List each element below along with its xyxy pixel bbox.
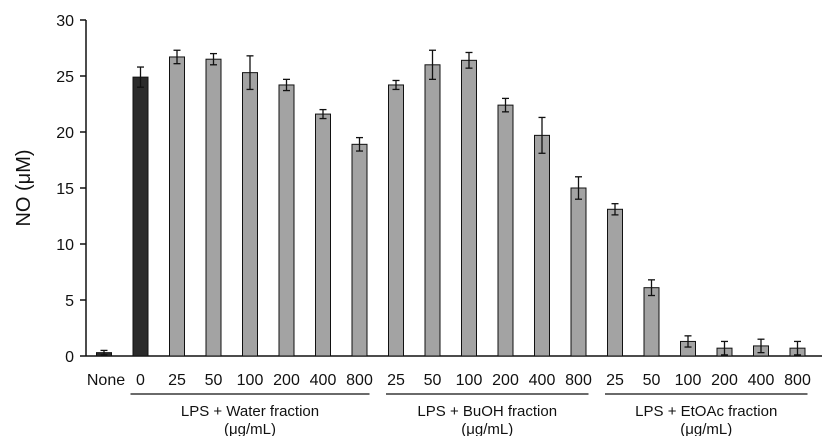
bar — [315, 113, 331, 357]
y-tick-label: 0 — [65, 349, 74, 366]
x-tick-label: 50 — [424, 372, 442, 389]
x-tick-label: 400 — [748, 372, 775, 389]
group-unit-label: (μg/mL) — [461, 421, 513, 436]
bar — [242, 72, 258, 357]
bar — [278, 84, 295, 357]
y-tick-label: 30 — [56, 13, 74, 30]
group-unit-label: (μg/mL) — [680, 421, 732, 436]
bar — [169, 56, 185, 357]
y-tick-label: 10 — [56, 237, 74, 254]
y-tick-label: 15 — [56, 181, 74, 198]
bar — [351, 143, 368, 357]
group-unit-label: (μg/mL) — [224, 421, 276, 436]
x-tick-label: 400 — [310, 372, 337, 389]
x-tick-label: 25 — [387, 372, 405, 389]
bar — [534, 134, 550, 357]
x-tick-label: 800 — [784, 372, 811, 389]
y-tick-label: 5 — [65, 293, 74, 310]
x-tick-label: 25 — [168, 372, 186, 389]
x-tick-label: 0 — [136, 372, 145, 389]
x-tick-label: 100 — [456, 372, 483, 389]
x-tick-label: 200 — [711, 372, 738, 389]
bar — [643, 287, 660, 357]
x-tick-label: 800 — [346, 372, 373, 389]
y-tick-label: 25 — [56, 69, 74, 86]
bar — [424, 64, 441, 357]
y-tick-label: 20 — [56, 125, 74, 142]
bar — [497, 104, 514, 357]
x-tick-label: 800 — [565, 372, 592, 389]
x-tick-label: 200 — [273, 372, 300, 389]
y-axis-title: NO (μM) — [13, 149, 35, 226]
x-tick-label: 50 — [643, 372, 661, 389]
x-tick-label: None — [87, 372, 125, 389]
bar — [607, 208, 623, 357]
bar — [205, 58, 222, 357]
bar — [461, 59, 477, 357]
x-tick-label: 200 — [492, 372, 519, 389]
bar — [388, 84, 404, 357]
x-tick-label: 25 — [606, 372, 624, 389]
group-label: LPS + EtOAc fraction — [635, 403, 777, 420]
x-tick-label: 50 — [205, 372, 223, 389]
x-tick-label: 100 — [675, 372, 702, 389]
x-tick-label: 400 — [529, 372, 556, 389]
bar — [132, 76, 149, 357]
group-label: LPS + Water fraction — [181, 403, 319, 420]
group-label: LPS + BuOH fraction — [417, 403, 557, 420]
x-tick-label: 100 — [237, 372, 264, 389]
bar — [570, 187, 587, 357]
